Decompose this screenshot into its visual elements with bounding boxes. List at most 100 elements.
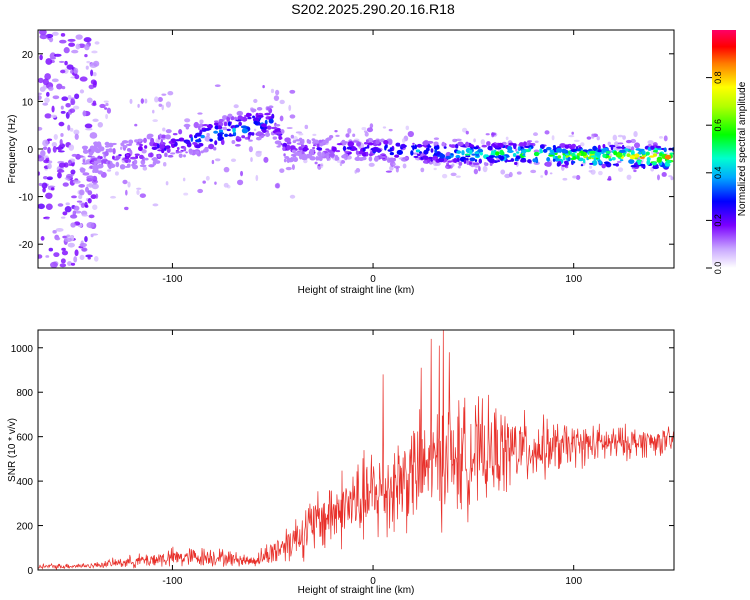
spectrogram-ridge-blob [564, 144, 570, 149]
spectrogram-ridge-blob [555, 147, 562, 153]
spectrogram-noise-blob [167, 91, 174, 96]
spectrogram-ridge-blob [572, 156, 577, 160]
spectrogram-ridge-blob [276, 131, 282, 135]
spectrogram-ridge-blob [98, 146, 105, 152]
spectrogram-ridge-blob [115, 161, 120, 168]
spectrogram-noise-blob [40, 150, 46, 157]
spectrogram-ridge-blob [455, 154, 461, 159]
snr-ytick-label: 0 [27, 566, 33, 577]
spectrogram-noise-blob [70, 222, 76, 228]
spectrogram-noise-blob [46, 138, 53, 141]
spectrogram-ridge-blob [104, 141, 110, 146]
spectrogram-noise-blob [549, 172, 553, 175]
spectrogram-ridge-blob [367, 142, 374, 146]
spectrogram-noise-blob [279, 115, 284, 122]
spectrogram-noise-blob [67, 124, 71, 131]
spectrogram-ridge-blob [562, 154, 566, 161]
spectrogram-ridge-blob [157, 154, 161, 158]
spectrogram-ridge-blob [561, 148, 567, 154]
spectrogram-ridge-blob [414, 144, 417, 150]
spectrogram-ridge-blob [129, 156, 137, 160]
spectrogram-ridge-blob [520, 159, 527, 163]
spectrogram-noise-blob [352, 133, 356, 138]
spectrogram-noise-blob [231, 140, 236, 144]
spectrogram-noise-blob [52, 230, 57, 234]
spectrogram-noise-blob [136, 189, 140, 196]
spectrogram-ridge-blob [185, 140, 191, 145]
spectrogram-ridge-blob [132, 164, 139, 170]
spectrogram-ridge-blob [188, 148, 193, 154]
spectrogram-ridge-blob [621, 144, 625, 150]
colorbar-ticks: 0.0 0.2 0.4 0.6 0.8 [706, 71, 723, 274]
spectrogram-noise-blob [38, 77, 44, 84]
spectrogram-noise-blob [73, 67, 79, 74]
spectrogram-ridge-blob [613, 150, 618, 156]
spectrogram-ridge-blob [516, 151, 520, 154]
spectrogram-noise-blob [382, 126, 387, 129]
spectrogram-ridge-blob [669, 152, 674, 155]
spectrogram-noise-blob [62, 211, 68, 216]
spectrogram-noise-blob [87, 256, 91, 260]
spectrogram-noise-blob [48, 36, 54, 43]
spectrogram-noise-blob [401, 138, 406, 143]
spectrogram-noise-blob [62, 182, 69, 187]
spectrogram-ridge-blob [151, 146, 158, 150]
spectrogram-ylabel: Frequency (Hz) [7, 115, 18, 184]
spectrogram-noise-blob [72, 180, 81, 184]
spectrogram-ridge-blob [483, 162, 487, 166]
spectrogram-ridge-blob [521, 149, 527, 154]
spectrogram-ridge-blob [656, 158, 662, 163]
spectrogram-noise-blob [139, 193, 147, 198]
spectrogram-ridge-blob [415, 149, 421, 153]
spectrogram-noise-blob [53, 252, 60, 258]
spectrogram-noise-blob [412, 152, 419, 155]
spectrogram-noise-blob [185, 151, 188, 154]
spectrogram-ridge-blob [322, 140, 325, 145]
spectrogram-ridge-blob [343, 150, 350, 153]
spectrogram-ridge-blob [422, 140, 429, 146]
spectrogram-ridge-blob [167, 154, 174, 158]
spectrogram-noise-blob [91, 50, 98, 54]
spectrogram-ridge-blob [416, 143, 423, 148]
spectrogram-noise-blob [141, 149, 147, 154]
spectrogram-ridge-blob [133, 159, 138, 165]
spectrogram-ridge-blob [139, 154, 144, 160]
spectrogram-ridge-blob [533, 151, 540, 157]
spectrogram-noise-blob [361, 127, 367, 131]
spectrogram-ridge-blob [493, 145, 500, 149]
spectrogram-ridge-blob [605, 150, 611, 154]
spectrogram-noise-blob [112, 148, 116, 155]
spectrogram-noise-blob [544, 169, 548, 176]
spectrogram-ridge-blob [252, 115, 256, 119]
spectrogram-ridge-blob [261, 128, 267, 134]
spectrogram-noise-blob [233, 104, 239, 109]
spectrogram-noise-blob [335, 134, 340, 137]
spectrogram-ridge-blob [388, 157, 395, 163]
colorbar: 0.0 0.2 0.4 0.6 0.8 Normalized spectral ampl… [706, 30, 748, 274]
spectrogram-ridge-blob [226, 116, 231, 122]
spectrogram-ridge-blob [302, 147, 309, 151]
spectrogram-ridge-blob [124, 165, 131, 168]
spectrogram-ridge-blob [224, 133, 229, 137]
spectrogram-noise-blob [253, 128, 257, 131]
spectrogram-ridge-blob [253, 120, 258, 125]
spectrogram-ridge-blob [83, 146, 87, 152]
spectrogram-noise-blob [47, 185, 56, 188]
spectrogram-ridge-blob [455, 143, 459, 149]
spectrogram-ridge-blob [223, 121, 227, 127]
spectrogram-ridge-blob [226, 128, 231, 132]
spectrogram-ridge-blob [311, 149, 315, 155]
spectrogram-ridge-blob [402, 157, 409, 160]
spectrogram-ridge-blob [539, 148, 543, 153]
spectrogram-ridge-blob [103, 158, 107, 161]
spectrogram-noise-blob [39, 30, 47, 36]
spectrogram-ridge-blob [664, 163, 671, 167]
spectrogram-noise-blob [240, 170, 244, 177]
spectrogram-ridge-blob [499, 149, 504, 155]
spectrogram-noise-blob [339, 162, 343, 167]
spectrogram-noise-blob [74, 210, 82, 214]
spectrogram-ridge-blob [293, 156, 299, 163]
spectrogram-noise-blob [236, 179, 244, 186]
spectrogram-noise-blob [38, 92, 42, 96]
spectrogram-noise-blob [154, 96, 159, 103]
